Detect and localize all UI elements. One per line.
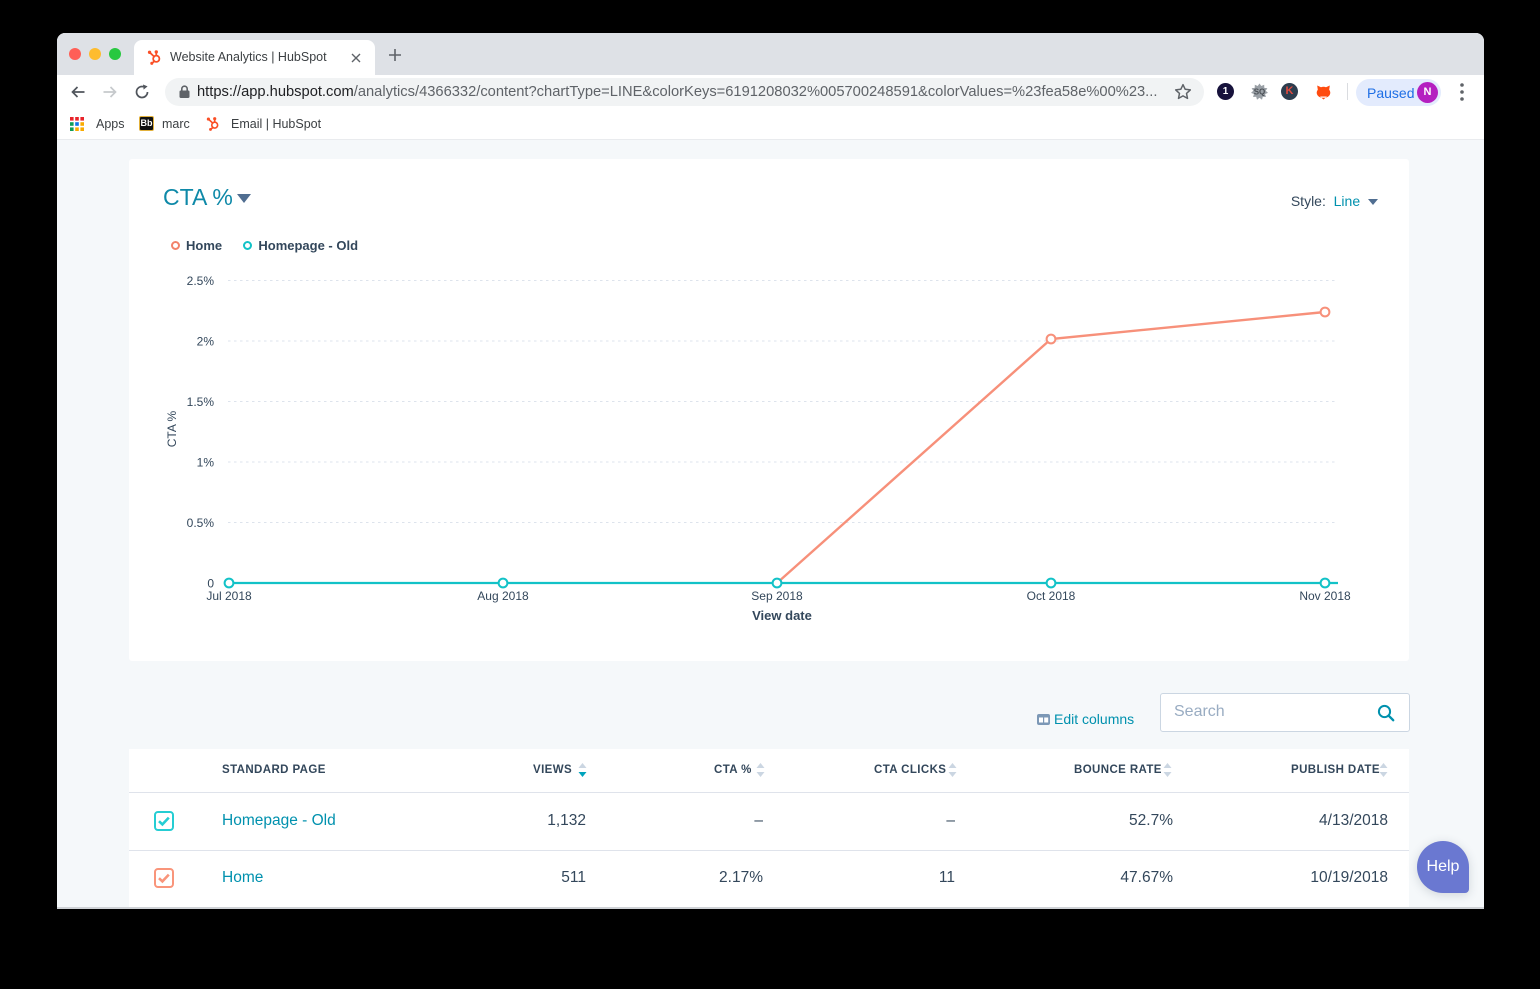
svg-text:Sep 2018: Sep 2018 <box>751 589 803 603</box>
svg-text:1.5%: 1.5% <box>187 395 215 409</box>
svg-text:CTA %: CTA % <box>165 410 179 447</box>
svg-text:Nov 2018: Nov 2018 <box>1299 589 1351 603</box>
svg-text:View date: View date <box>752 608 812 623</box>
svg-text:Jul 2018: Jul 2018 <box>206 589 252 603</box>
svg-text:2%: 2% <box>197 335 215 349</box>
svg-text:1%: 1% <box>197 456 215 470</box>
svg-text:Oct 2018: Oct 2018 <box>1027 589 1076 603</box>
svg-text:2.5%: 2.5% <box>187 274 215 288</box>
svg-text:0.5%: 0.5% <box>187 516 215 530</box>
svg-text:Aug 2018: Aug 2018 <box>477 589 529 603</box>
svg-text:SQ: SQ <box>1254 88 1266 97</box>
svg-text:0: 0 <box>207 577 214 591</box>
